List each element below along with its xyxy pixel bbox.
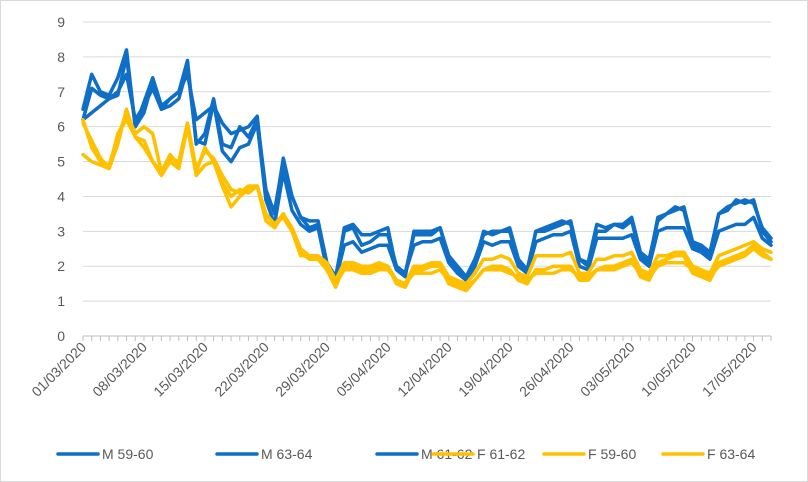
- y-tick-label: 9: [57, 14, 65, 30]
- legend-label: M 59-60: [102, 446, 154, 462]
- y-tick-label: 7: [57, 84, 65, 100]
- y-tick-label: 3: [57, 223, 65, 239]
- y-tick-label: 6: [57, 119, 65, 135]
- y-tick-label: 1: [57, 293, 65, 309]
- legend-label: F 61-62: [477, 446, 525, 462]
- y-tick-label: 4: [57, 188, 65, 204]
- legend-label: M 63-64: [261, 446, 313, 462]
- x-tick-label: 19/04/2020: [455, 339, 516, 400]
- series-line-f-63-64: [81, 117, 773, 286]
- legend-label: F 59-60: [588, 446, 636, 462]
- x-tick-label: 10/05/2020: [638, 339, 699, 400]
- legend-label: F 63-64: [707, 446, 755, 462]
- y-tick-label: 8: [57, 49, 65, 65]
- x-tick-label: 05/04/2020: [333, 339, 394, 400]
- x-tick-label: 03/05/2020: [577, 339, 638, 400]
- x-tick-label: 22/03/2020: [211, 339, 272, 400]
- x-tick-label: 15/03/2020: [150, 339, 211, 400]
- x-tick-label: 26/04/2020: [516, 339, 577, 400]
- y-tick-label: 0: [57, 328, 65, 344]
- x-tick-label: 12/04/2020: [394, 339, 455, 400]
- y-tick-label: 5: [57, 154, 65, 170]
- y-tick-label: 2: [57, 258, 65, 274]
- series-line-m-61-62: [81, 55, 773, 282]
- series-line-m-63-64: [81, 72, 773, 282]
- x-tick-label: 01/03/2020: [28, 339, 89, 400]
- x-tick-label: 17/05/2020: [699, 339, 760, 400]
- x-tick-label: 08/03/2020: [89, 339, 150, 400]
- x-tick-label: 29/03/2020: [272, 339, 333, 400]
